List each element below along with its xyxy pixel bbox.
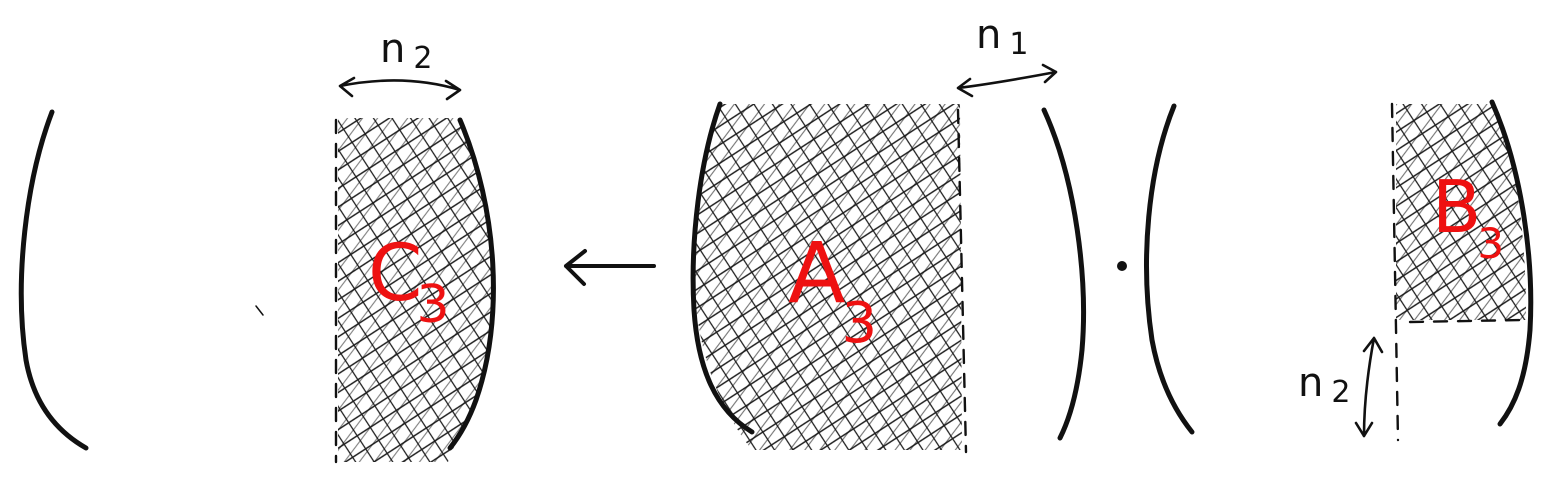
matrix-a-left-bracket bbox=[690, 101, 755, 435]
matrix-b-horizontal-boundary bbox=[1408, 318, 1526, 324]
stray-tick-mark bbox=[255, 305, 264, 316]
matrix-b-block-label: B3 bbox=[1432, 165, 1504, 268]
double-arrow-icon bbox=[338, 76, 462, 101]
matrix-b-vertical-boundary bbox=[1390, 102, 1400, 442]
result-right-bracket bbox=[447, 117, 496, 451]
double-arrow-icon bbox=[956, 63, 1058, 98]
matrix-b-hatch-overlay bbox=[1396, 104, 1526, 320]
matrix-a-hatch-overlay bbox=[693, 104, 962, 450]
result-block-label: C3 bbox=[368, 229, 450, 335]
left-arrow-icon bbox=[564, 249, 656, 286]
result-left-bracket bbox=[18, 109, 89, 451]
matrix-b-right-bracket bbox=[1489, 99, 1534, 427]
matrix-a-block-boundary bbox=[956, 108, 968, 454]
matrix-a-right-bracket bbox=[1041, 107, 1086, 441]
multiplication-dot-icon bbox=[1117, 261, 1127, 271]
assignment-arrow bbox=[564, 249, 656, 286]
multiplication-operator bbox=[1117, 261, 1127, 271]
result-block-hatch-overlay bbox=[338, 118, 492, 462]
double-arrow-icon bbox=[1354, 336, 1384, 438]
matrix-b-left-bracket bbox=[1144, 103, 1195, 435]
